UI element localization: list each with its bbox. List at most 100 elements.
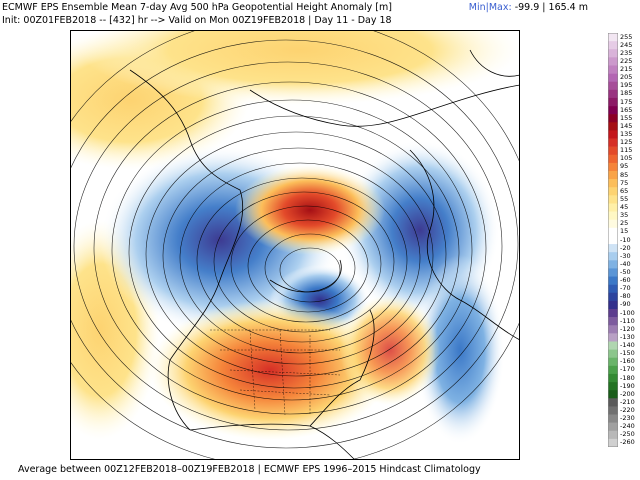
colorbar-swatch: [608, 211, 618, 221]
colorbar-tick-label: -130: [620, 332, 635, 341]
colorbar-tick-label: -60: [620, 276, 631, 285]
colorbar-swatch: [608, 252, 618, 261]
anomaly-map: [70, 30, 520, 460]
colorbar-swatch: [608, 317, 618, 326]
colorbar-swatch: [608, 244, 618, 253]
minmax-label: Min|Max:: [468, 2, 512, 13]
colorbar-tick-label: -40: [620, 259, 631, 268]
colorbar-swatch: [608, 309, 618, 318]
colorbar-tick-label: 125: [620, 138, 633, 147]
colorbar-tick-label: -230: [620, 414, 635, 423]
colorbar-tick-label: -180: [620, 373, 635, 382]
colorbar-swatch: [608, 422, 618, 432]
colorbar-swatch: [608, 227, 618, 237]
colorbar-swatch: [608, 187, 618, 196]
colorbar-swatch: [608, 325, 618, 334]
colorbar-tick-label: 45: [620, 203, 629, 212]
map-title: ECMWF EPS Ensemble Mean 7-day Avg 500 hP…: [2, 2, 392, 13]
colorbar-tick-label: 175: [620, 97, 633, 106]
minmax-readout: Min|Max: -99.9 | 165.4 m: [469, 2, 588, 13]
colorbar-tick-label: 65: [620, 186, 629, 195]
colorbar-tick-label: 135: [620, 129, 633, 138]
colorbar-tick-label: -150: [620, 349, 635, 358]
colorbar-tick-label: 255: [620, 32, 633, 41]
colorbar-swatch: [608, 357, 618, 367]
colorbar-swatch: [608, 49, 618, 58]
colorbar-tick-label: 15: [620, 227, 629, 236]
colorbar-tick-label: 235: [620, 48, 633, 57]
colorbar-tick-label: 165: [620, 105, 633, 114]
colorbar-swatch: [608, 341, 618, 350]
colorbar-swatch: [608, 284, 618, 294]
colorbar-swatch: [608, 130, 618, 139]
colorbar-swatch: [608, 390, 618, 399]
colorbar-swatch: [608, 235, 618, 245]
colorbar-tick-label: 115: [620, 146, 633, 155]
colorbar-tick-label: -80: [620, 292, 631, 301]
colorbar-swatch: [608, 154, 618, 164]
colorbar-tick-label: 245: [620, 40, 633, 49]
colorbar-tick-label: -160: [620, 357, 635, 366]
colorbar-tick-label: 185: [620, 89, 633, 98]
colorbar-swatch: [608, 365, 618, 375]
colorbar-tick-label: -30: [620, 251, 631, 260]
colorbar-tick-label: -110: [620, 316, 635, 325]
colorbar-tick-label: -90: [620, 300, 631, 309]
colorbar-tick-label: 35: [620, 211, 629, 220]
positive-anomaly-siberia: [235, 165, 385, 255]
colorbar-swatch: [608, 171, 618, 180]
colorbar-tick-label: 55: [620, 194, 629, 203]
borders: [210, 329, 341, 416]
colorbar-swatch: [608, 276, 618, 285]
colorbar-tick-label: -220: [620, 405, 635, 414]
colorbar-tick-label: 225: [620, 56, 633, 65]
colorbar-tick-label: -170: [620, 365, 635, 374]
colorbar-swatch: [608, 300, 618, 310]
colorbar-swatch: [608, 97, 618, 107]
colorbar-tick-label: -250: [620, 430, 635, 439]
coastlines: [129, 49, 520, 460]
negative-anomaly-atlantic: [415, 255, 505, 445]
colorbar-swatch: [608, 122, 618, 131]
positive-anomaly-north-america: [150, 300, 390, 440]
colorbar-swatch: [608, 349, 618, 359]
colorbar-swatch: [608, 65, 618, 74]
colorbar-tick-label: 145: [620, 121, 633, 130]
colorbar-swatch: [608, 114, 618, 123]
colorbar-tick-label: 95: [620, 162, 629, 171]
colorbar-swatch: [608, 203, 618, 212]
colorbar-tick-label: 105: [620, 154, 633, 163]
colorbar-tick-label: -50: [620, 267, 631, 276]
colorbar-swatch: [608, 219, 618, 229]
colorbar-swatch: [608, 106, 618, 115]
colorbar-swatch: [608, 406, 618, 415]
colorbar-swatch: [608, 373, 618, 383]
positive-anomaly-west-atlantic: [340, 295, 440, 405]
colorbar-swatch: [608, 138, 618, 147]
footer-caption: Average between 00Z12FEB2018–00Z19FEB201…: [18, 464, 481, 475]
colorbar-swatch: [608, 89, 618, 99]
colorbar-swatch: [608, 33, 618, 42]
colorbar-tick-label: -20: [620, 243, 631, 252]
colorbar-swatch: [608, 333, 618, 342]
colorbar-swatch: [608, 162, 618, 172]
colorbar-swatch: [608, 268, 618, 277]
init-line: Init: 00Z01FEB2018 -- [432] hr --> Valid…: [2, 15, 392, 26]
colorbar-tick-label: -240: [620, 422, 635, 431]
colorbar-tick-label: -190: [620, 381, 635, 390]
colorbar-swatch: [608, 398, 618, 407]
colorbar-tick-label: -260: [620, 438, 635, 447]
colorbar-tick-label: 85: [620, 170, 629, 179]
colorbar-swatch: [608, 414, 618, 423]
colorbar-tick-label: -200: [620, 389, 635, 398]
colorbar-tick-label: 205: [620, 73, 633, 82]
colorbar-swatch: [608, 195, 618, 204]
colorbar-tick-label: -10: [620, 235, 631, 244]
colorbar-swatch: [608, 438, 618, 447]
colorbar-swatch: [608, 81, 618, 91]
colorbar-swatch: [608, 260, 618, 269]
colorbar-tick-label: -100: [620, 308, 635, 317]
colorbar-tick-label: 25: [620, 219, 629, 228]
colorbar-tick-label: -140: [620, 341, 635, 350]
colorbar: [608, 33, 618, 447]
